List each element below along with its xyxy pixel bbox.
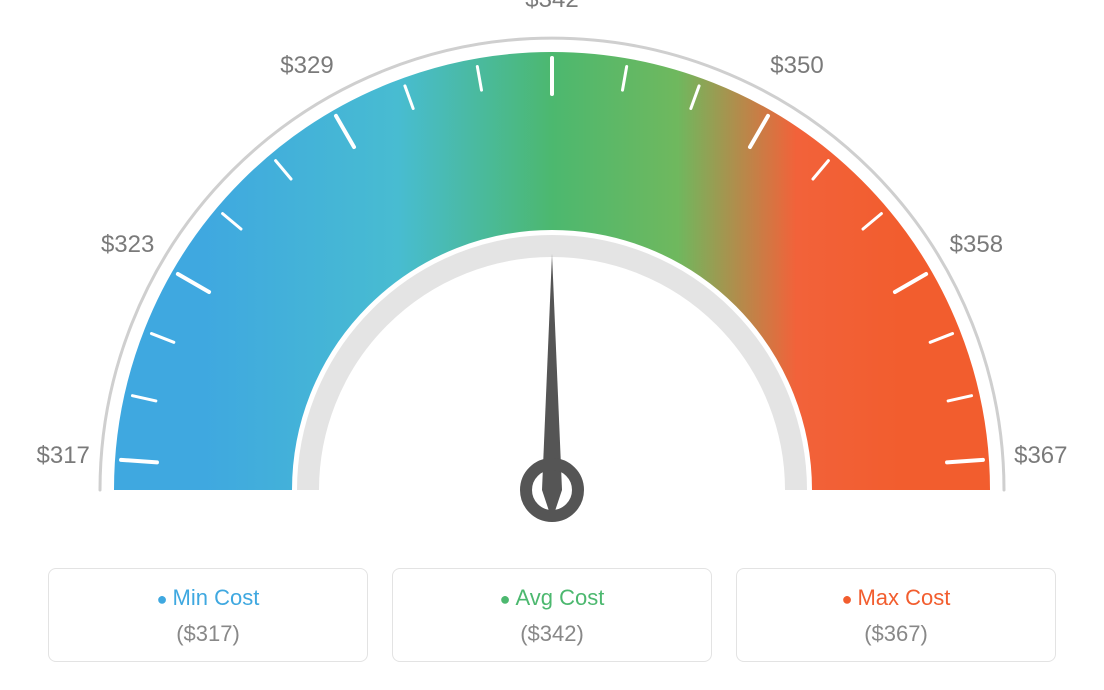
gauge-tick-label: $358 <box>950 231 1003 259</box>
legend-title-avg: Avg Cost <box>405 585 699 611</box>
gauge-tick-label: $342 <box>525 0 578 14</box>
gauge-tick-label: $329 <box>280 52 333 80</box>
legend-card-min: Min Cost ($317) <box>48 568 368 662</box>
legend-value-min: ($317) <box>61 621 355 647</box>
gauge-tick-label: $317 <box>36 442 89 470</box>
legend-title-min: Min Cost <box>61 585 355 611</box>
gauge-tick-label: $323 <box>101 231 154 259</box>
gauge-chart <box>0 0 1104 560</box>
gauge-container: $317 $323 $329 $342 $350 $358 $367 <box>0 0 1104 560</box>
legend-title-max: Max Cost <box>749 585 1043 611</box>
legend-value-avg: ($342) <box>405 621 699 647</box>
legend-row: Min Cost ($317) Avg Cost ($342) Max Cost… <box>0 568 1104 662</box>
legend-card-avg: Avg Cost ($342) <box>392 568 712 662</box>
gauge-tick-label: $367 <box>1014 442 1067 470</box>
gauge-tick-label: $350 <box>770 52 823 80</box>
legend-value-max: ($367) <box>749 621 1043 647</box>
legend-card-max: Max Cost ($367) <box>736 568 1056 662</box>
